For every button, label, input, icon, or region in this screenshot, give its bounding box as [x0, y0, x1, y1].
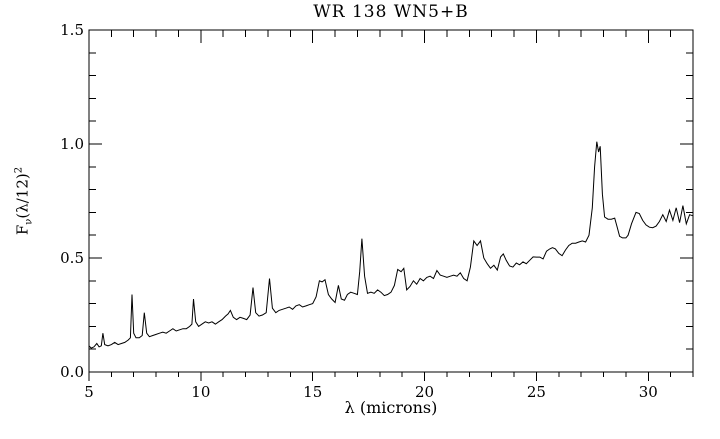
chart-title: WR 138 WN5+B — [313, 2, 469, 22]
x-tick-label: 10 — [191, 383, 211, 401]
x-tick-label: 20 — [415, 383, 435, 401]
y-tick-label: 0.5 — [60, 249, 84, 267]
y-tick-label: 0.0 — [60, 363, 84, 381]
x-axis-label: λ (microns) — [344, 398, 438, 417]
x-tick-label: 25 — [526, 383, 546, 401]
x-tick-label: 30 — [638, 383, 658, 401]
x-tick-label: 5 — [84, 383, 94, 401]
y-tick-label: 1.0 — [60, 135, 84, 153]
x-tick-label: 15 — [303, 383, 323, 401]
y-tick-label: 1.5 — [60, 21, 84, 39]
